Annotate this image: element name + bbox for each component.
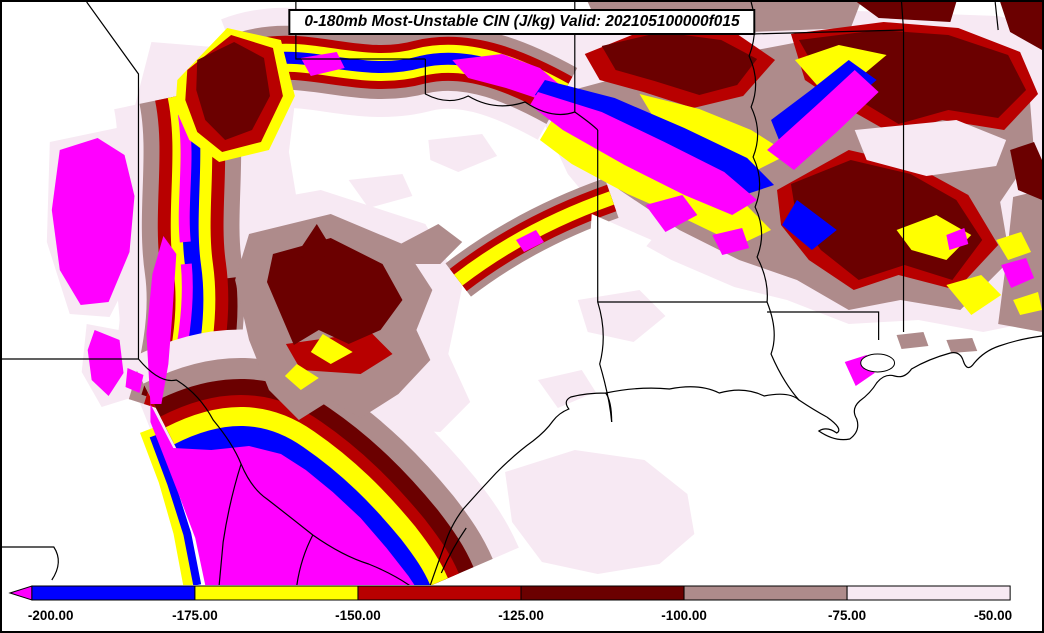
cin-blob bbox=[577, 290, 666, 342]
colorbar-tick-label: -200.00 bbox=[28, 608, 74, 623]
cin-blob bbox=[1010, 142, 1042, 200]
cin-blob bbox=[1001, 258, 1035, 288]
lake-pontchartrain bbox=[860, 353, 896, 373]
state-border-line bbox=[296, 534, 314, 585]
cin-band bbox=[177, 113, 192, 243]
cin-blob bbox=[1000, 2, 1042, 50]
cin-blob bbox=[712, 228, 750, 255]
misc-cin-specks bbox=[844, 332, 978, 386]
cin-blob bbox=[854, 120, 1007, 176]
cin-blob bbox=[310, 334, 353, 364]
state-border-line bbox=[994, 2, 999, 31]
colorbar-segment bbox=[846, 585, 1011, 601]
cin-band bbox=[174, 426, 431, 585]
cin-blob bbox=[896, 332, 929, 349]
cin-blob bbox=[51, 138, 135, 305]
mississippi-river bbox=[748, 2, 828, 418]
cin-map bbox=[2, 2, 1042, 585]
colorbar-tick-label: -150.00 bbox=[335, 608, 381, 623]
red-river-bands bbox=[221, 7, 586, 140]
cin-blob bbox=[296, 224, 333, 264]
gulf-coastline bbox=[429, 335, 1042, 585]
red-river-border bbox=[424, 59, 599, 131]
colorbar-tick-label: -75.00 bbox=[828, 608, 866, 623]
cin-blob bbox=[87, 330, 124, 396]
cin-blob bbox=[601, 32, 758, 95]
south-texas-gradient-bands bbox=[130, 329, 519, 585]
state-border-line bbox=[751, 29, 904, 35]
cin-blob bbox=[639, 94, 789, 170]
colorbar-tick-label: -125.00 bbox=[498, 608, 544, 623]
cin-blob bbox=[125, 368, 144, 393]
cin-blob bbox=[946, 275, 1002, 315]
cin-blob bbox=[400, 224, 463, 264]
cin-blob bbox=[266, 238, 403, 345]
colorbar-left-arrow bbox=[8, 585, 33, 601]
cin-blob bbox=[428, 134, 498, 172]
cin-blob bbox=[645, 195, 698, 232]
east-texas-streak bbox=[445, 178, 619, 297]
colorbar-segment bbox=[194, 585, 359, 601]
cin-band bbox=[149, 434, 202, 585]
cin-blob bbox=[1013, 292, 1042, 315]
colorbar-tick-label: -100.00 bbox=[661, 608, 707, 623]
barrier-island bbox=[440, 527, 467, 574]
cin-blob bbox=[300, 52, 345, 76]
cin-blob bbox=[794, 45, 887, 85]
state-border-line bbox=[2, 546, 59, 581]
cin-blob bbox=[946, 338, 978, 353]
cin-blob bbox=[196, 42, 270, 140]
cin-blob bbox=[767, 70, 879, 170]
colorbar-segment bbox=[31, 585, 196, 601]
colorbar: -200.00 -175.00 -150.00 -125.00 -100.00 … bbox=[8, 585, 1012, 623]
rio-grande-upper bbox=[86, 2, 140, 359]
colorbar-tick-label: -175.00 bbox=[172, 608, 218, 623]
state-border-line bbox=[767, 311, 880, 340]
cin-blob bbox=[284, 364, 319, 390]
cin-blob bbox=[505, 450, 695, 574]
cin-blob bbox=[589, 214, 652, 264]
central-texas-maroon-region bbox=[235, 214, 463, 420]
cin-blob bbox=[452, 54, 566, 102]
west-texas-cin-cluster bbox=[51, 28, 295, 396]
cin-blob bbox=[150, 404, 415, 585]
cin-blob bbox=[537, 370, 596, 408]
cin-blob bbox=[782, 200, 837, 250]
colorbar-segment bbox=[520, 585, 685, 601]
cin-blob bbox=[516, 230, 544, 252]
south-texas-magenta-region bbox=[146, 236, 415, 585]
map-title: 0-180mb Most-Unstable CIN (J/kg) Valid: … bbox=[288, 9, 756, 35]
colorbar-segment bbox=[357, 585, 522, 601]
cin-blob bbox=[856, 2, 957, 22]
colorbar-segment bbox=[683, 585, 848, 601]
cin-blob bbox=[996, 232, 1032, 260]
rio-grande bbox=[138, 358, 410, 585]
state-border-line bbox=[597, 130, 613, 423]
state-border-line bbox=[218, 463, 242, 585]
cin-blob bbox=[529, 92, 758, 215]
cin-blob bbox=[946, 228, 969, 250]
cin-blob bbox=[348, 174, 413, 208]
cin-blob bbox=[146, 236, 177, 404]
colorbar-tick-label: -50.00 bbox=[974, 608, 1012, 623]
